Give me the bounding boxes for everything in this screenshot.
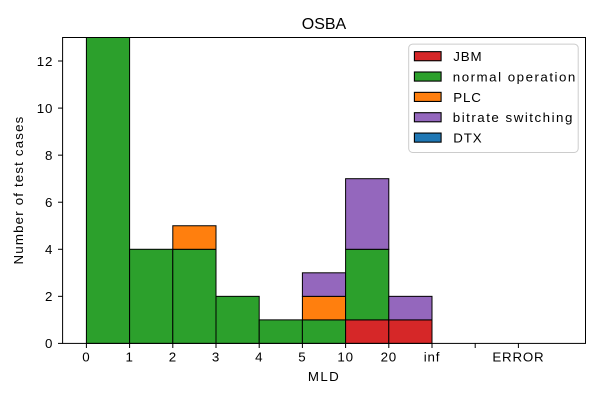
- svg-text:ERROR: ERROR: [492, 350, 544, 365]
- svg-text:6: 6: [45, 195, 53, 210]
- svg-text:8: 8: [45, 148, 53, 163]
- svg-text:OSBA: OSBA: [302, 16, 347, 33]
- svg-text:inf: inf: [424, 350, 440, 365]
- svg-text:0: 0: [82, 350, 90, 365]
- svg-text:4: 4: [45, 242, 53, 257]
- svg-text:1: 1: [125, 350, 133, 365]
- svg-text:MLD: MLD: [308, 369, 340, 384]
- svg-text:10: 10: [37, 101, 53, 116]
- svg-text:5: 5: [298, 350, 306, 365]
- svg-text:DTX: DTX: [453, 130, 482, 145]
- svg-text:JBM: JBM: [453, 49, 482, 64]
- svg-text:Number of test cases: Number of test cases: [11, 116, 26, 265]
- svg-text:4: 4: [255, 350, 263, 365]
- svg-text:0: 0: [45, 336, 53, 351]
- svg-text:12: 12: [37, 54, 53, 69]
- svg-text:2: 2: [169, 350, 177, 365]
- svg-text:bitrate switching: bitrate switching: [453, 110, 574, 125]
- svg-text:3: 3: [212, 350, 220, 365]
- svg-text:10: 10: [337, 350, 353, 365]
- svg-text:normal operation: normal operation: [453, 69, 577, 84]
- svg-text:PLC: PLC: [453, 90, 482, 105]
- svg-text:20: 20: [381, 350, 397, 365]
- svg-text:2: 2: [45, 289, 53, 304]
